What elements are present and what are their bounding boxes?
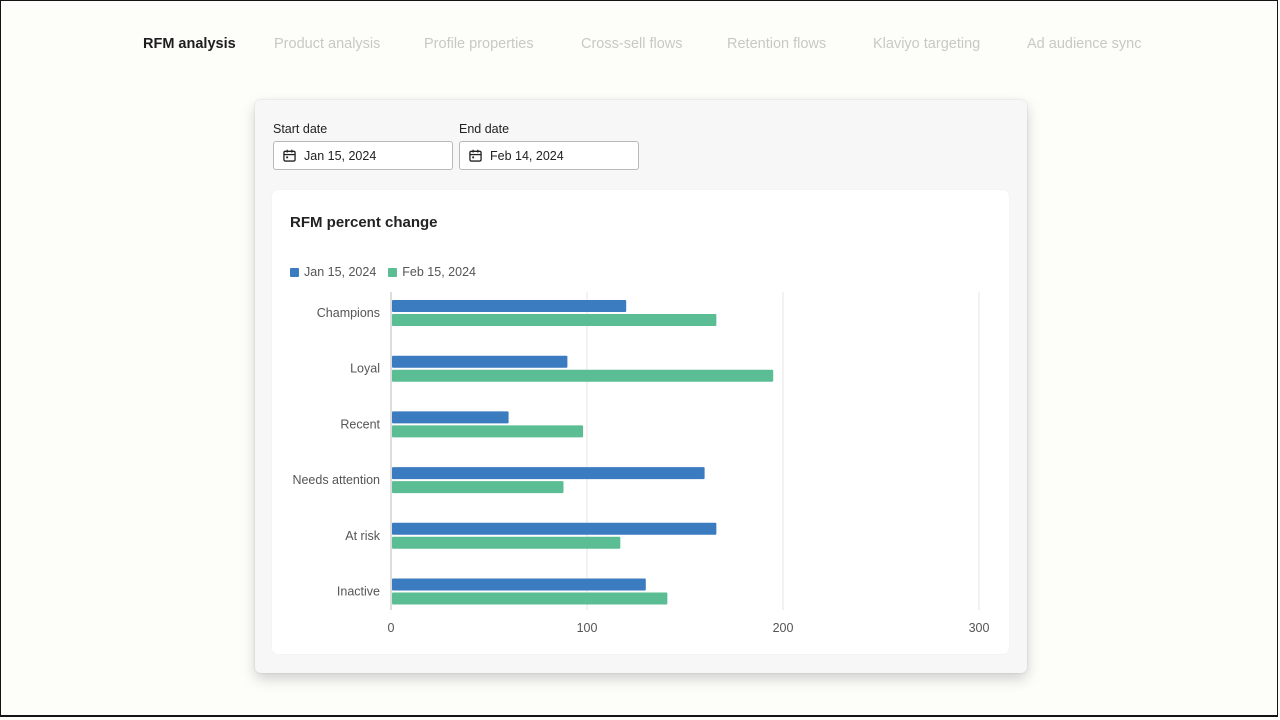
bar-chart: 0 100 200 300 Champions Loyal Recent Needs atte… [292, 292, 990, 635]
bar [392, 536, 621, 549]
start-date-label: Start date [273, 122, 328, 136]
chart-legend: Jan 15, 2024 Feb 15, 2024 [290, 265, 488, 279]
start-date-input[interactable]: Jan 15, 2024 [273, 141, 453, 170]
calendar-icon [469, 149, 482, 162]
legend-item-series-2[interactable]: Feb 15, 2024 [388, 265, 476, 279]
legend-label: Feb 15, 2024 [402, 265, 476, 279]
category-label: At risk [345, 529, 380, 543]
category-label: Needs attention [292, 473, 380, 487]
tab-klaviyo-targeting[interactable]: Klaviyo targeting [873, 36, 981, 52]
legend-item-series-1[interactable]: Jan 15, 2024 [290, 265, 376, 279]
tab-rfm-analysis[interactable]: RFM analysis [143, 36, 236, 52]
chart-panel: RFM percent change Jan 15, 2024 Feb 15, … [272, 190, 1009, 654]
bar [392, 592, 668, 605]
category-label: Champions [317, 306, 380, 320]
chart-title: RFM percent change [290, 214, 438, 231]
calendar-icon [283, 149, 296, 162]
category-label: Recent [340, 417, 380, 431]
bar [392, 481, 564, 494]
bar [392, 522, 717, 535]
legend-swatch [290, 267, 299, 277]
tab-cross-sell-flows[interactable]: Cross-sell flows [581, 36, 683, 52]
tab-product-analysis[interactable]: Product analysis [274, 36, 381, 52]
bar [392, 425, 584, 438]
bar [392, 300, 627, 312]
end-date-value: Feb 14, 2024 [490, 148, 564, 163]
rfm-card: Start date Jan 15, 2024 End date Feb 14,… [255, 100, 1027, 673]
x-tick-label: 300 [969, 621, 990, 635]
bar [392, 355, 568, 368]
bar [392, 578, 646, 591]
legend-swatch [388, 267, 398, 277]
bar [392, 314, 717, 326]
tab-retention-flows[interactable]: Retention flows [727, 36, 827, 52]
x-tick-label: 100 [577, 621, 598, 635]
x-tick-label: 200 [773, 621, 794, 635]
end-date-label: End date [459, 122, 510, 136]
x-tick-label: 0 [388, 621, 395, 635]
category-label: Loyal [350, 362, 380, 376]
bar [392, 411, 509, 424]
bar [392, 369, 774, 382]
bar [392, 467, 705, 480]
tab-ad-audience-sync[interactable]: Ad audience sync [1027, 36, 1142, 52]
start-date-value: Jan 15, 2024 [304, 148, 377, 163]
end-date-input[interactable]: Feb 14, 2024 [459, 141, 639, 170]
tab-bar: RFM analysis Product analysis Profile pr… [0, 36, 1280, 56]
tab-profile-properties[interactable]: Profile properties [424, 36, 534, 52]
category-label: Inactive [337, 585, 380, 599]
legend-label: Jan 15, 2024 [304, 265, 377, 279]
